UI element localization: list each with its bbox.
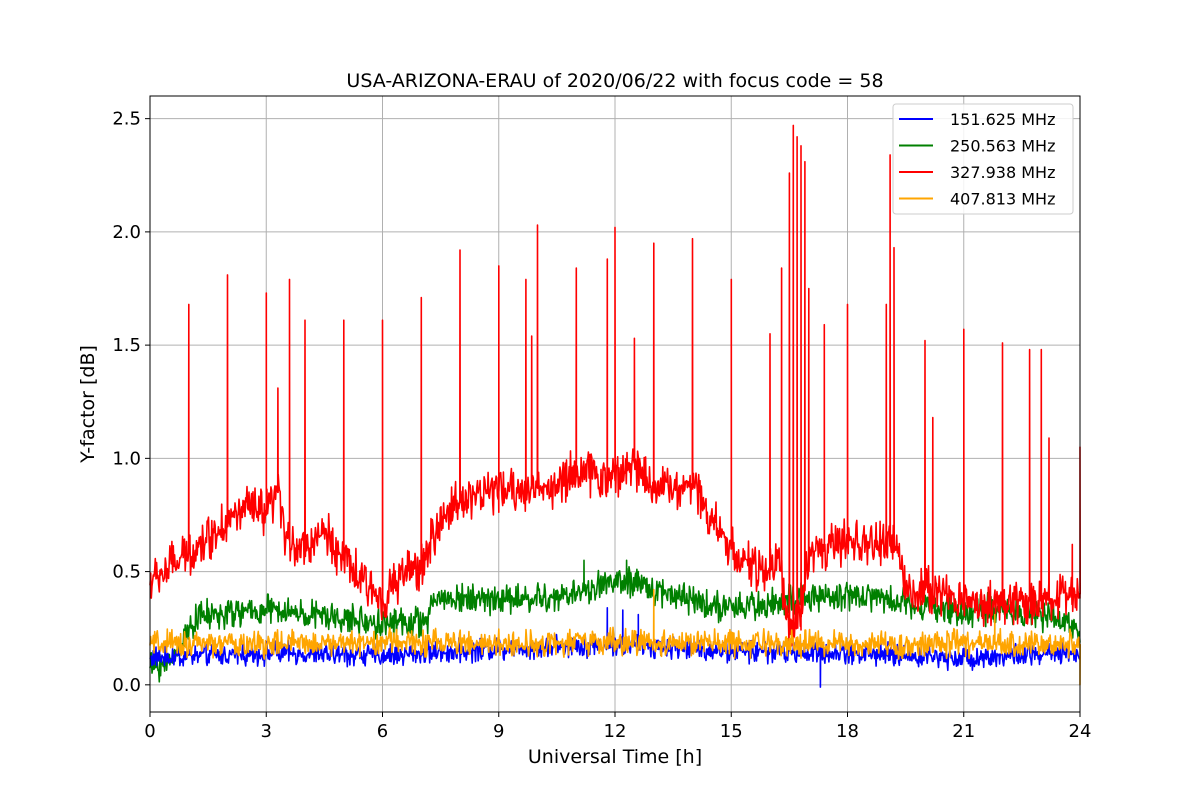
x-tick-label: 12 bbox=[604, 721, 627, 742]
series-line-1 bbox=[149, 559, 1081, 683]
x-tick-label: 18 bbox=[836, 721, 859, 742]
legend-entry: 407.813 MHz bbox=[950, 190, 1055, 209]
y-tick-label: 0.5 bbox=[112, 562, 141, 583]
x-tick-label: 9 bbox=[493, 721, 504, 742]
series-lines bbox=[149, 124, 1081, 688]
legend-entry: 250.563 MHz bbox=[950, 137, 1055, 156]
x-tick-label: 21 bbox=[952, 721, 975, 742]
x-tick-label: 15 bbox=[720, 721, 743, 742]
y-tick-label: 1.5 bbox=[112, 335, 141, 356]
series-line-2 bbox=[149, 124, 1081, 647]
axis-ticks: 0 3 6 9 12 15 18 21 24 0.0 0.5 1.0 1.5 2.0 2.5 bbox=[112, 109, 1091, 742]
x-tick-label: 6 bbox=[377, 721, 388, 742]
x-tick-label: 0 bbox=[144, 721, 155, 742]
series-line-0 bbox=[149, 607, 1081, 688]
legend-box bbox=[892, 103, 1074, 215]
y-tick-label: 2.5 bbox=[112, 109, 141, 130]
chart-title: USA-ARIZONA-ERAU of 2020/06/22 with focu… bbox=[346, 70, 883, 92]
legend-entry: 151.625 MHz bbox=[950, 110, 1055, 129]
x-tick-label: 3 bbox=[261, 721, 272, 742]
y-tick-label: 2.0 bbox=[112, 222, 141, 243]
legend: 151.625 MHz 250.563 MHz 327.938 MHz 407.813… bbox=[892, 103, 1074, 215]
y-axis-label: Y-factor [dB] bbox=[77, 345, 99, 464]
x-axis-label: Universal Time [h] bbox=[528, 746, 702, 768]
y-tick-label: 0.0 bbox=[112, 675, 141, 696]
y-tick-label: 1.0 bbox=[112, 448, 141, 469]
legend-entry: 327.938 MHz bbox=[950, 163, 1055, 182]
series-line-3 bbox=[149, 588, 1081, 686]
x-tick-label: 24 bbox=[1069, 721, 1092, 742]
